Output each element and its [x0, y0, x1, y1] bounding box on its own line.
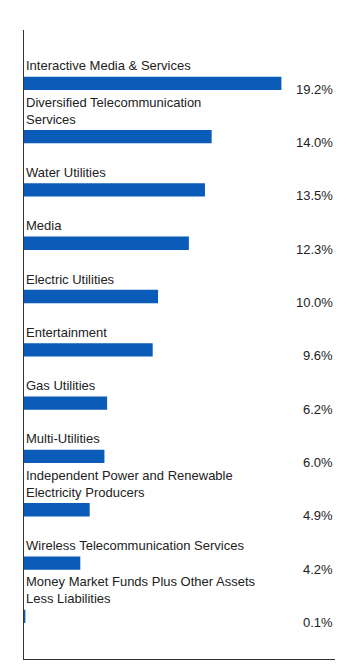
- svg-text:Multi-Utilities: Multi-Utilities: [26, 431, 100, 446]
- svg-text:Water Utilities: Water Utilities: [26, 165, 106, 180]
- svg-text:14.0%: 14.0%: [296, 135, 333, 150]
- svg-text:Wireless Telecommunication Ser: Wireless Telecommunication Services: [26, 538, 244, 553]
- svg-text:10.0%: 10.0%: [296, 295, 333, 310]
- svg-text:6.0%: 6.0%: [303, 455, 333, 470]
- svg-text:9.6%: 9.6%: [303, 348, 333, 363]
- svg-text:0.1%: 0.1%: [303, 615, 333, 630]
- svg-text:12.3%: 12.3%: [296, 242, 333, 257]
- svg-text:Money Market Funds Plus Other: Money Market Funds Plus Other AssetsLess…: [26, 574, 256, 606]
- svg-text:Diversified TelecommunicationS: Diversified TelecommunicationServices: [26, 95, 201, 127]
- svg-text:4.9%: 4.9%: [303, 508, 333, 523]
- svg-text:4.2%: 4.2%: [303, 562, 333, 577]
- svg-text:Media: Media: [26, 218, 62, 233]
- svg-text:19.2%: 19.2%: [296, 82, 333, 97]
- svg-text:Entertainment: Entertainment: [26, 325, 107, 340]
- svg-text:13.5%: 13.5%: [296, 188, 333, 203]
- svg-text:Gas Utilities: Gas Utilities: [26, 378, 96, 393]
- svg-text:6.2%: 6.2%: [303, 402, 333, 417]
- svg-text:Interactive Media & Services: Interactive Media & Services: [26, 58, 191, 73]
- svg-text:Independent Power and Renewabl: Independent Power and RenewableElectrici…: [26, 468, 233, 500]
- svg-text:Electric Utilities: Electric Utilities: [26, 272, 115, 287]
